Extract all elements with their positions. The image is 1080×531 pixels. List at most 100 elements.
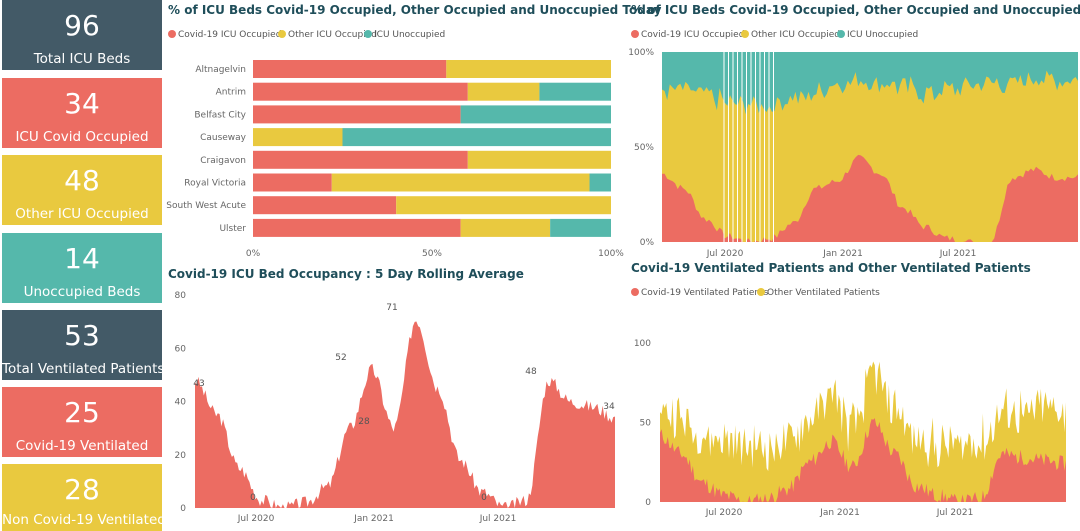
y-tick-label: 50 bbox=[640, 419, 652, 429]
data-label: 0 bbox=[250, 493, 256, 503]
chart4-title: Covid-19 Ventilated Patients and Other V… bbox=[631, 261, 1031, 275]
kpi-value: 96 bbox=[64, 9, 100, 42]
y-tick-label: 80 bbox=[175, 291, 187, 301]
x-tick-label: Jul 2021 bbox=[939, 249, 977, 259]
data-label: 0 bbox=[481, 493, 487, 503]
kpi-value: 28 bbox=[64, 473, 100, 506]
bar-segment bbox=[253, 82, 468, 101]
legend-label: Covid-19 ICU Occupied bbox=[641, 30, 744, 40]
y-category-label: Craigavon bbox=[200, 156, 246, 166]
y-tick-label: 100% bbox=[628, 48, 654, 58]
x-tick-label: Jan 2021 bbox=[353, 514, 394, 524]
y-category-label: Royal Victoria bbox=[184, 179, 246, 189]
y-category-label: South West Acute bbox=[166, 201, 246, 211]
chart1-bars: 0% 50% 100% Altnagelvin Antrim Belfast City Ca… bbox=[166, 60, 624, 259]
bar-segment bbox=[446, 60, 611, 78]
y-tick-label: 0 bbox=[180, 504, 186, 514]
x-tick-label: Jul 2020 bbox=[705, 508, 743, 518]
kpi-value: 25 bbox=[64, 396, 100, 429]
chart2-title: % of ICU Beds Covid-19 Occupied, Other O… bbox=[631, 3, 1080, 17]
kpi-label: Non Covid-19 Ventilated bbox=[2, 512, 166, 528]
data-label: 34 bbox=[603, 402, 615, 412]
kpi-card: 53 Total Ventilated Patients bbox=[2, 310, 165, 380]
kpi-value: 14 bbox=[64, 242, 100, 275]
y-tick-label: 0 bbox=[645, 498, 651, 508]
bar-segment bbox=[460, 218, 551, 237]
chart2-legend: Covid-19 ICU Occupied Other ICU Occupied I… bbox=[631, 30, 918, 40]
legend-swatch bbox=[278, 30, 286, 38]
legend-swatch bbox=[168, 30, 176, 38]
kpi-value: 34 bbox=[64, 87, 100, 120]
y-tick-label: 50% bbox=[634, 143, 654, 153]
kpi-label: Total Ventilated Patients bbox=[2, 361, 165, 377]
y-tick-label: 40 bbox=[175, 398, 187, 408]
y-category-label: Ulster bbox=[219, 224, 246, 234]
y-category-label: Belfast City bbox=[194, 110, 246, 120]
chart2-area: 0% 50% 100% Jul 2020 Jan 2021 Jul 2021 bbox=[628, 48, 1078, 259]
bar-segment bbox=[253, 173, 332, 192]
legend-label: Other ICU Occupied bbox=[751, 30, 840, 40]
bar-segment bbox=[253, 128, 343, 147]
bar-segment bbox=[253, 196, 397, 215]
bar-segment bbox=[253, 60, 447, 78]
legend-swatch bbox=[631, 30, 639, 38]
x-tick-label: Jul 2021 bbox=[936, 508, 974, 518]
rolling-average-area bbox=[195, 321, 615, 508]
legend-label: ICU Unoccupied bbox=[374, 30, 445, 40]
bar-segment bbox=[467, 150, 611, 169]
x-tick-label: Jan 2021 bbox=[822, 249, 863, 259]
y-category-label: Antrim bbox=[216, 88, 246, 98]
y-category-label: Causeway bbox=[200, 133, 247, 143]
chart3-title: Covid-19 ICU Bed Occupancy : 5 Day Rolli… bbox=[168, 267, 524, 281]
bar-segment bbox=[253, 105, 461, 124]
legend-label: Other Ventilated Patients bbox=[767, 288, 880, 298]
y-tick-label: 0% bbox=[640, 238, 655, 248]
kpi-label: Total ICU Beds bbox=[33, 51, 131, 67]
kpi-card: 14 Unoccupied Beds bbox=[2, 233, 162, 303]
bar-segment bbox=[253, 150, 468, 169]
kpi-card: 96 Total ICU Beds bbox=[2, 0, 162, 70]
data-label: 52 bbox=[335, 353, 346, 363]
legend-swatch bbox=[837, 30, 845, 38]
data-label: 43 bbox=[193, 379, 204, 389]
area-covid-occupied bbox=[662, 154, 1078, 242]
kpi-card: 28 Non Covid-19 Ventilated bbox=[2, 464, 166, 531]
legend-label: Covid-19 ICU Occupied bbox=[178, 30, 281, 40]
bar-segment bbox=[460, 105, 611, 124]
x-tick-label: 50% bbox=[422, 249, 442, 259]
data-label: 71 bbox=[386, 303, 397, 313]
kpi-label: ICU Covid Occupied bbox=[15, 129, 149, 145]
data-label: 28 bbox=[358, 417, 370, 427]
chart1-title: % of ICU Beds Covid-19 Occupied, Other O… bbox=[168, 3, 662, 17]
x-tick-label: Jul 2021 bbox=[479, 514, 517, 524]
y-tick-label: 60 bbox=[175, 344, 187, 354]
area-other-ventilated bbox=[660, 361, 1066, 502]
y-tick-label: 20 bbox=[175, 451, 187, 461]
y-category-label: Altnagelvin bbox=[195, 65, 246, 75]
bar-segment bbox=[331, 173, 590, 192]
bar-segment bbox=[539, 82, 611, 101]
legend-label: Other ICU Occupied bbox=[288, 30, 377, 40]
y-tick-label: 100 bbox=[634, 339, 651, 349]
legend-label: Covid-19 Ventilated Patients bbox=[641, 288, 769, 298]
bar-segment bbox=[396, 196, 611, 215]
kpi-card: 34 ICU Covid Occupied bbox=[2, 78, 162, 148]
chart3-area: 0 20 40 60 80 Jul 2020 Jan 2021 Jul 2021 43 0 52 28… bbox=[175, 291, 615, 524]
bar-segment bbox=[589, 173, 611, 192]
bar-segment bbox=[550, 218, 611, 237]
x-tick-label: 100% bbox=[598, 249, 624, 259]
kpi-label: Unoccupied Beds bbox=[23, 284, 141, 300]
x-tick-label: 0% bbox=[246, 249, 261, 259]
legend-swatch bbox=[741, 30, 749, 38]
kpi-label: Covid-19 Ventilated bbox=[15, 438, 149, 454]
bar-segment bbox=[467, 82, 540, 101]
bar-segment bbox=[253, 218, 461, 237]
bar-segment bbox=[342, 128, 611, 147]
kpi-value: 53 bbox=[64, 319, 100, 352]
kpi-label: Other ICU Occupied bbox=[15, 206, 149, 222]
x-tick-label: Jul 2020 bbox=[706, 249, 744, 259]
area-other-occupied bbox=[662, 70, 1078, 242]
chart4-area: 0 50 100 Jul 2020 Jan 2021 Jul 2021 bbox=[634, 339, 1066, 518]
